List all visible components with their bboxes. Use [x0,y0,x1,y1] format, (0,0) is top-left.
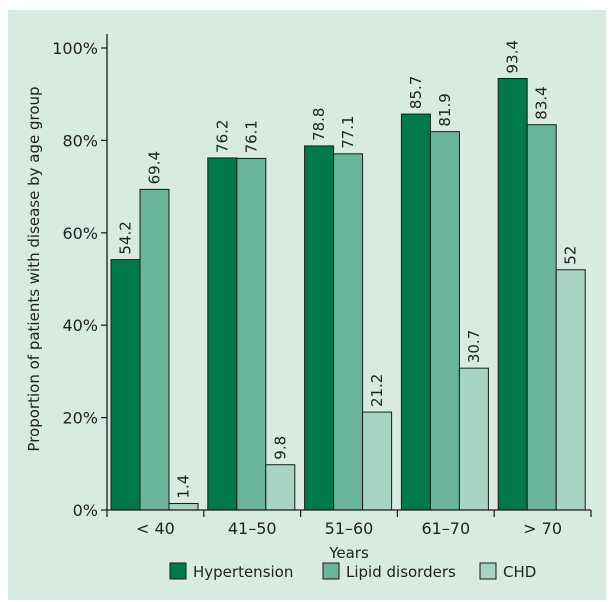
bar-0-4 [497,77,528,511]
axes-layer: 0% 20% 40% 60% 80% 100% < 40 41–50 51–60 61–70 > 7… [52,34,592,538]
legend-swatch-1 [322,562,340,580]
legend-label-0: Hypertension [193,563,293,581]
bar-2-1 [265,464,296,511]
y-tick-label: 100% [52,39,98,58]
bar-0-3 [400,113,431,511]
data-label: 81.9 [436,93,454,126]
legend: Hypertension Lipid disorders CHD [169,562,536,581]
bar-1-4 [526,124,557,511]
data-label: 76.1 [242,120,260,153]
data-label: 69.4 [146,151,164,184]
data-label: 93.4 [504,40,522,73]
bar-0-2 [304,145,335,511]
bar-1-2 [333,153,364,511]
x-tick-label: > 70 [523,519,562,538]
data-label: 77.1 [339,115,357,148]
bar-0-1 [207,157,238,511]
x-tick-label: 51–60 [325,519,374,538]
x-tick-label: 61–70 [421,519,470,538]
y-tick-label: 40% [62,316,98,335]
y-tick-label: 0% [73,501,98,520]
data-label: 9.8 [271,436,289,460]
y-tick-label: 20% [62,409,98,428]
data-label: 52 [562,246,580,265]
data-label: 85.7 [407,76,425,109]
y-tick-label: 60% [62,224,98,243]
x-tick-label: < 40 [136,519,175,538]
bar-chart: 54.2 76.2 78.8 85.7 93.4 69.4 76.1 77.1 81.9 83.4… [25,34,592,581]
data-labels-layer: 54.2 76.2 78.8 85.7 93.4 69.4 76.1 77.1 81.9 83.4… [117,40,580,498]
x-axis-title: Years [328,544,369,562]
x-tick-label: 41–50 [228,519,277,538]
data-label: 21.2 [368,374,386,407]
data-label: 78.8 [310,108,328,141]
bar-1-0 [139,188,170,511]
bar-2-4 [555,269,586,511]
bar-2-3 [458,367,489,511]
data-label: 76.2 [213,120,231,153]
data-label: 30.7 [465,330,483,363]
legend-swatch-2 [479,562,497,580]
legend-label-2: CHD [503,563,536,581]
bar-2-0 [168,503,199,511]
bar-1-1 [236,157,267,511]
chart-panel: 54.2 76.2 78.8 85.7 93.4 69.4 76.1 77.1 81.9 83.4… [8,10,606,600]
y-axis-title: Proportion of patients with disease by a… [25,86,43,451]
bar-0-0 [110,259,141,511]
legend-swatch-0 [169,562,187,580]
legend-label-1: Lipid disorders [346,563,456,581]
bar-2-2 [362,411,393,511]
data-label: 54.2 [117,221,135,254]
bar-1-3 [429,131,460,511]
bars-layer [110,77,586,511]
data-label: 1.4 [175,475,193,499]
y-tick-label: 80% [62,131,98,150]
data-label: 83.4 [533,86,551,119]
